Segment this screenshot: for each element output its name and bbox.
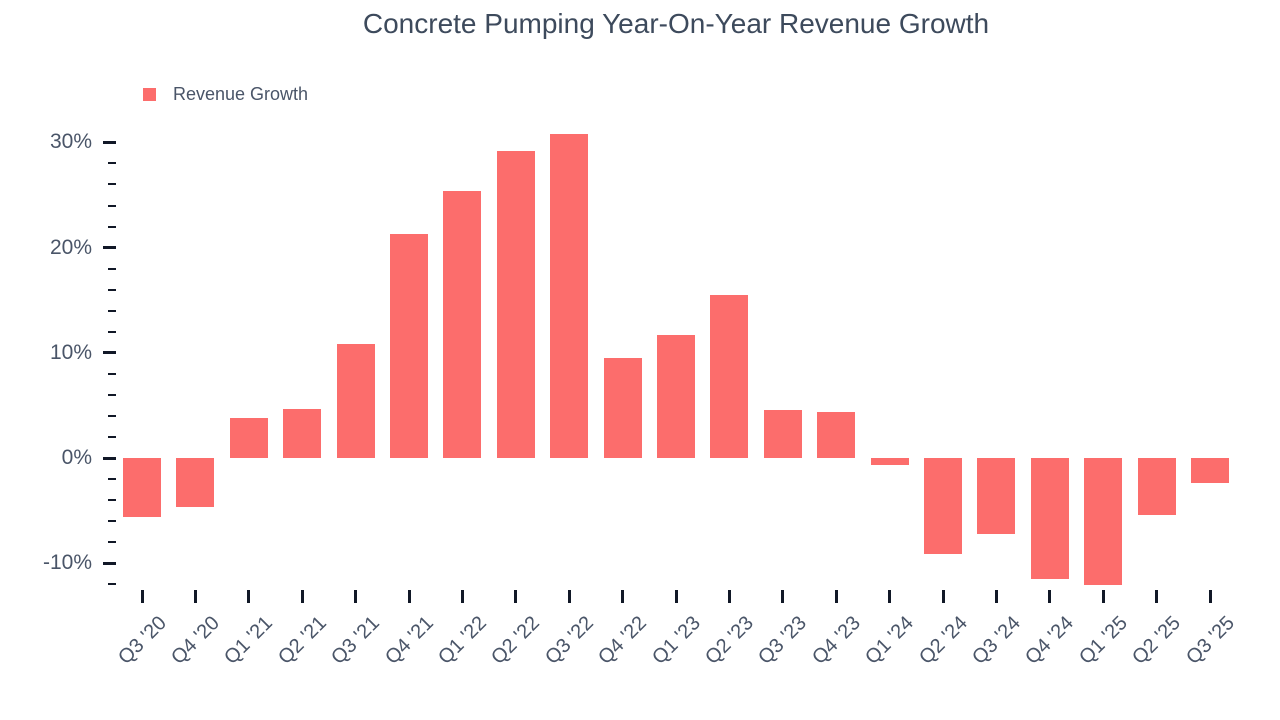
y-axis-minor-tick: [108, 162, 116, 165]
x-axis-tick: [193, 590, 197, 603]
x-axis-label: Q2 '21: [273, 612, 331, 669]
y-axis-minor-tick: [108, 204, 116, 207]
x-axis-tick: [781, 590, 785, 603]
x-axis-tick: [354, 590, 358, 603]
y-axis-minor-tick: [108, 267, 116, 270]
bar[interactable]: [390, 233, 428, 458]
bar[interactable]: [123, 458, 161, 517]
bar[interactable]: [817, 411, 856, 458]
bar[interactable]: [443, 190, 482, 458]
y-axis-minor-tick: [108, 309, 116, 312]
x-axis-tick: [1208, 590, 1212, 603]
x-axis-label: Q4 '23: [807, 612, 865, 669]
y-axis-minor-tick: [108, 541, 116, 544]
x-axis-label: Q4 '24: [1021, 612, 1079, 669]
y-axis-minor-tick: [108, 288, 116, 291]
x-axis-label: Q3 '23: [754, 612, 812, 669]
y-axis-minor-tick: [108, 478, 116, 481]
x-axis-tick: [247, 590, 251, 603]
x-axis-label: Q3 '24: [968, 612, 1025, 669]
y-axis-minor-tick: [108, 183, 116, 186]
bar[interactable]: [283, 408, 322, 458]
x-axis-tick: [300, 590, 304, 603]
bar[interactable]: [1191, 458, 1229, 484]
x-axis-label: Q2 '22: [487, 612, 545, 669]
y-axis-minor-tick: [108, 435, 116, 438]
bar[interactable]: [1030, 458, 1069, 579]
y-axis-major-tick: [103, 561, 116, 565]
x-axis-tick: [621, 590, 625, 603]
x-axis-label: Q3 '21: [327, 612, 385, 669]
bar[interactable]: [603, 358, 642, 458]
x-axis-tick: [514, 590, 518, 603]
y-axis-minor-tick: [108, 520, 116, 523]
x-axis-tick: [1101, 590, 1105, 603]
y-axis-major-tick: [103, 456, 116, 460]
x-axis-label: Q2 '24: [914, 612, 972, 669]
bar[interactable]: [496, 150, 535, 458]
x-axis-label: Q3 '20: [113, 612, 171, 669]
x-axis-label: Q1 '23: [647, 612, 705, 669]
x-axis-tick: [407, 590, 411, 603]
bar[interactable]: [1137, 458, 1176, 515]
y-axis-label: 10%: [49, 340, 92, 364]
y-axis-minor-tick: [108, 225, 116, 228]
bar[interactable]: [977, 458, 1016, 534]
y-axis-major-tick: [103, 140, 116, 144]
bar[interactable]: [229, 418, 268, 458]
y-axis-label: 30%: [49, 130, 92, 154]
x-axis-tick: [674, 590, 678, 603]
legend-swatch-icon: [143, 88, 156, 101]
x-axis-label: Q3 '25: [1181, 612, 1239, 669]
x-axis-tick: [941, 590, 945, 603]
bar[interactable]: [550, 133, 589, 458]
y-axis-minor-tick: [108, 372, 116, 375]
legend-item-revenue-growth[interactable]: Revenue Growth: [143, 84, 308, 105]
bar[interactable]: [763, 409, 802, 458]
x-axis-label: Q1 '25: [1074, 612, 1132, 669]
x-axis-label: Q1 '21: [220, 612, 278, 669]
x-axis-tick: [834, 590, 838, 603]
bar[interactable]: [710, 294, 749, 458]
x-axis-label: Q4 '22: [594, 612, 652, 669]
legend-label: Revenue Growth: [173, 84, 309, 104]
x-axis-tick: [1155, 590, 1159, 603]
bar[interactable]: [176, 458, 215, 508]
x-axis-label: Q2 '25: [1128, 612, 1186, 669]
y-axis-minor-tick: [108, 583, 116, 586]
x-axis-label: Q3 '22: [540, 612, 598, 669]
x-axis-label: Q1 '24: [861, 612, 919, 669]
x-axis-label: Q4 '21: [380, 612, 438, 669]
x-axis-label: Q2 '23: [701, 612, 758, 669]
x-axis-tick: [460, 590, 464, 603]
x-axis-label: Q1 '22: [434, 612, 491, 669]
y-axis-label: -10%: [42, 551, 92, 575]
y-axis-minor-tick: [108, 330, 116, 333]
y-axis-minor-tick: [108, 393, 116, 396]
x-axis-tick: [1048, 590, 1052, 603]
y-axis-label: 0%: [61, 446, 92, 469]
x-axis-tick: [727, 590, 731, 603]
x-axis-tick: [140, 590, 144, 603]
x-axis-tick: [567, 590, 571, 603]
chart-title: Concrete Pumping Year-On-Year Revenue Gr…: [362, 8, 990, 39]
bar[interactable]: [1084, 458, 1123, 586]
x-axis-tick: [994, 590, 998, 603]
x-axis-tick: [888, 590, 892, 603]
bar[interactable]: [336, 344, 375, 458]
y-axis-major-tick: [103, 246, 116, 250]
y-axis-minor-tick: [108, 499, 116, 502]
bar[interactable]: [657, 334, 695, 458]
bar[interactable]: [924, 458, 962, 554]
y-axis-major-tick: [103, 351, 116, 355]
y-axis-minor-tick: [108, 414, 116, 417]
x-axis-label: Q4 '20: [167, 612, 224, 669]
legend: Revenue Growth: [143, 84, 308, 105]
bar[interactable]: [870, 458, 909, 466]
y-axis-label: 20%: [49, 235, 92, 259]
